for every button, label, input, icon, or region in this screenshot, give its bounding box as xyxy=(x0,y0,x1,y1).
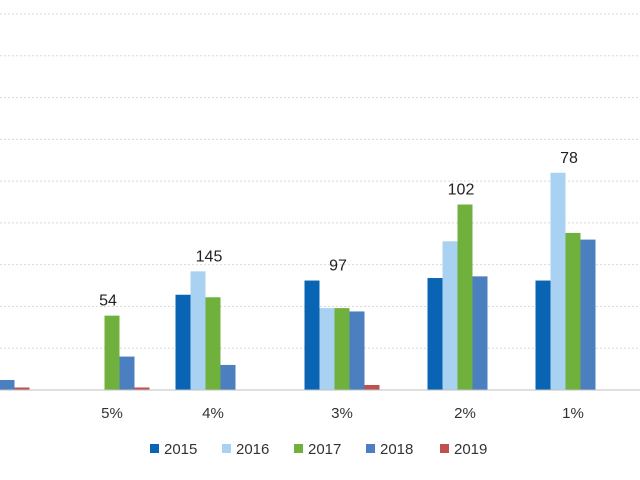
bar-2018-5pct xyxy=(119,356,135,390)
legend-swatch-2017 xyxy=(294,444,303,453)
legend: 2015 2016 2017 2018 2019 xyxy=(150,441,487,458)
bar-2018-3pct xyxy=(349,311,365,390)
tick-label-5pct: 5% xyxy=(101,405,123,422)
legend-swatch-2015 xyxy=(150,444,159,453)
tick-label-1pct: 1% xyxy=(562,405,584,422)
bars xyxy=(0,172,596,390)
bar-2018-m xyxy=(0,379,15,390)
bar-2015-1pct xyxy=(535,280,551,390)
bar-2017-3pct xyxy=(334,308,350,390)
bar-2015-3pct xyxy=(304,280,320,390)
bar-2019-5pct xyxy=(134,387,150,390)
x-tick-labels: M5%4%3%2%1% xyxy=(101,405,584,422)
bar-2015-4pct xyxy=(175,294,191,390)
legend-swatch-2018 xyxy=(366,444,375,453)
bar-2017-1pct xyxy=(565,232,581,390)
bar-2016-3pct xyxy=(319,308,335,390)
bar-2015-2pct xyxy=(427,278,443,390)
legend-swatch-2016 xyxy=(222,444,231,453)
tick-label-2pct: 2% xyxy=(454,405,476,422)
legend-label-2018: 2018 xyxy=(380,441,413,458)
bar-2016-4pct xyxy=(190,271,206,390)
gridlines xyxy=(0,13,640,349)
bar-2016-1pct xyxy=(550,172,566,390)
tick-label-3pct: 3% xyxy=(331,405,353,422)
bar-2018-4pct xyxy=(220,364,236,390)
bar-2016-2pct xyxy=(442,241,458,390)
legend-label-2015: 2015 xyxy=(164,441,197,458)
bar-2017-2pct xyxy=(457,204,473,390)
data-label-2pct: 102 xyxy=(448,182,475,199)
data-label-4pct: 145 xyxy=(196,248,223,265)
legend-label-2016: 2016 xyxy=(236,441,269,458)
legend-swatch-2019 xyxy=(440,444,449,453)
bar-2019-m xyxy=(14,387,30,390)
tick-label-4pct: 4% xyxy=(202,405,224,422)
bar-2018-2pct xyxy=(472,276,488,390)
data-label-1pct: 78 xyxy=(560,150,578,167)
legend-label-2017: 2017 xyxy=(308,441,341,458)
data-label-3pct: 97 xyxy=(329,258,347,275)
bar-2017-4pct xyxy=(205,297,221,390)
bar-2017-5pct xyxy=(104,315,120,390)
data-label-5pct: 54 xyxy=(99,293,117,310)
legend-label-2019: 2019 xyxy=(454,441,487,458)
data-labels: 54 145 97 102 78 xyxy=(99,150,578,310)
bar-2019-3pct xyxy=(364,384,380,390)
bar-2018-1pct xyxy=(580,239,596,390)
